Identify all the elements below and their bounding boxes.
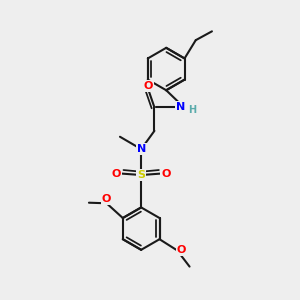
Text: S: S (137, 170, 145, 180)
Text: H: H (188, 105, 196, 115)
Text: O: O (112, 169, 121, 178)
Text: O: O (161, 169, 171, 178)
Text: N: N (136, 144, 146, 154)
Text: O: O (102, 194, 111, 204)
Text: O: O (144, 81, 153, 91)
Text: N: N (176, 102, 185, 112)
Text: O: O (177, 245, 186, 255)
